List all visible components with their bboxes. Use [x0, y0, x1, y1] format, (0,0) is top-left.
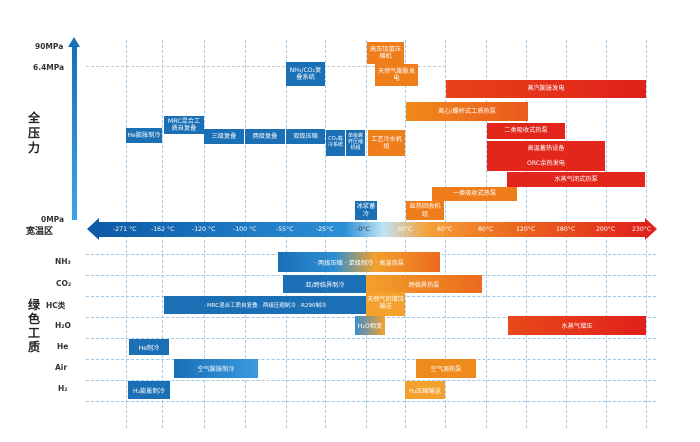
- fluid-h2o: H₂O: [55, 321, 71, 330]
- x-tick: -120 °C: [192, 226, 216, 233]
- x-tick: 120°C: [516, 226, 536, 233]
- fluid-air: Air: [55, 363, 68, 372]
- ice-slurry-box: 冰浆蓄冷: [355, 201, 377, 220]
- tick-90mpa: 90MPa: [35, 42, 64, 51]
- arrow-right-icon: [645, 218, 657, 240]
- x-tick: 180°C: [556, 226, 576, 233]
- dual-stage-box: 双级压缩: [286, 129, 325, 144]
- x-tick: -162 °C: [151, 226, 175, 233]
- h2-refrigeration-bar: H₂膨胀制冷: [128, 381, 170, 399]
- steam-expansion-box: 蒸汽膨胀发电: [446, 80, 646, 98]
- two-stage-box: 两级复叠: [245, 129, 285, 144]
- pressure-reference-line: [86, 66, 446, 67]
- air-refrigeration-bar: 空气膨胀制冷: [174, 359, 258, 378]
- three-stage-box: 三级复叠: [204, 129, 244, 144]
- x-tick: 30°C: [397, 226, 413, 233]
- temperature-axis-label: 宽温区: [26, 227, 54, 237]
- heat-recovery-box: 显热回收机组: [406, 201, 444, 220]
- he-refrigeration-bar: He制冷: [129, 339, 169, 355]
- orc-box: ORC余热发电: [487, 157, 605, 171]
- x-tick: 80°C: [478, 226, 494, 233]
- h2o-phase-change-bar: H₂O相变: [355, 316, 385, 335]
- fluid-nh3: NH₃: [55, 257, 71, 266]
- x-tick: 60°C: [437, 226, 453, 233]
- single-stage-screw-box: 单级螺杆压缩机组: [346, 130, 365, 156]
- pressure-axis: [72, 46, 77, 220]
- fluid-co2: CO₂: [56, 279, 72, 288]
- tick-0mpa: 0MPa: [41, 215, 65, 224]
- h2o-steam-bar: 水蒸气增压: [508, 316, 646, 335]
- pressure-axis-label: 全压力: [27, 111, 40, 155]
- nh3-bar: · 两级压缩 · 单级制冷 · 高温热泵: [278, 252, 440, 272]
- fluid-h2: H₂: [58, 384, 68, 393]
- x-tick: -271 °C: [113, 226, 137, 233]
- hc-gas-transport-bar: 天然气的增压输送: [366, 292, 405, 316]
- absorption-type1-box: 一类吸收式热泵: [432, 187, 517, 201]
- green-fluid-label: 绿色工质: [27, 298, 40, 354]
- fluid-he: He: [57, 342, 69, 351]
- row-divider: [86, 359, 656, 360]
- natural-gas-expansion-box: 天然气膨胀发电: [375, 64, 418, 86]
- h2-transport-bar: H₂压缩输送: [405, 381, 445, 399]
- hydrogen-compressor-box: 高压加氢压缩机: [367, 42, 404, 64]
- absorption-type2-box: 二类吸收式热泵: [487, 123, 565, 139]
- steam-closed-heatpump-box: 水蒸气闭式热泵: [507, 172, 645, 187]
- x-tick: -55°C: [276, 226, 294, 233]
- arrow-up-icon: [68, 37, 80, 47]
- co2-heatpump-bar: 跨临界热泵: [366, 275, 482, 293]
- mrc-box: MRC混合工质自复叠: [164, 116, 204, 134]
- fluid-hc: HC类: [46, 301, 66, 310]
- he-expansion-box: He膨胀制冷: [126, 128, 162, 143]
- thermal-storage-box: 高温蓄热设备: [487, 141, 605, 157]
- x-tick: 230°C: [632, 226, 652, 233]
- tick-6-4mpa: 6.4MPa: [33, 63, 65, 72]
- arrow-left-icon: [87, 218, 99, 240]
- x-tick: 200°C: [596, 226, 616, 233]
- co2-refrigeration-bar: 亚/跨临界制冷: [283, 275, 367, 293]
- co2-secondary-box: CO₂载冷系统: [326, 130, 345, 156]
- process-chiller-box: 工艺冷水机组: [368, 130, 405, 156]
- row-divider: [86, 380, 656, 381]
- x-tick: -0°C: [356, 226, 370, 233]
- temperature-axis: [98, 222, 646, 237]
- air-heatpump-bar: 空气源热泵: [416, 359, 476, 378]
- x-tick: -100 °C: [233, 226, 257, 233]
- row-divider: [86, 401, 656, 402]
- nh3-co2-cascade-box: NH₃/CO₂复叠系统: [286, 62, 325, 86]
- centrifugal-heatpump-box: 离心/螺杆式工质热泵: [406, 102, 528, 121]
- row-divider: [86, 338, 656, 339]
- hc-refrigeration-bar: · MRC混合工质自复叠 · 两级压缩制冷 · R290制冷: [164, 296, 366, 314]
- x-tick: -25°C: [316, 226, 334, 233]
